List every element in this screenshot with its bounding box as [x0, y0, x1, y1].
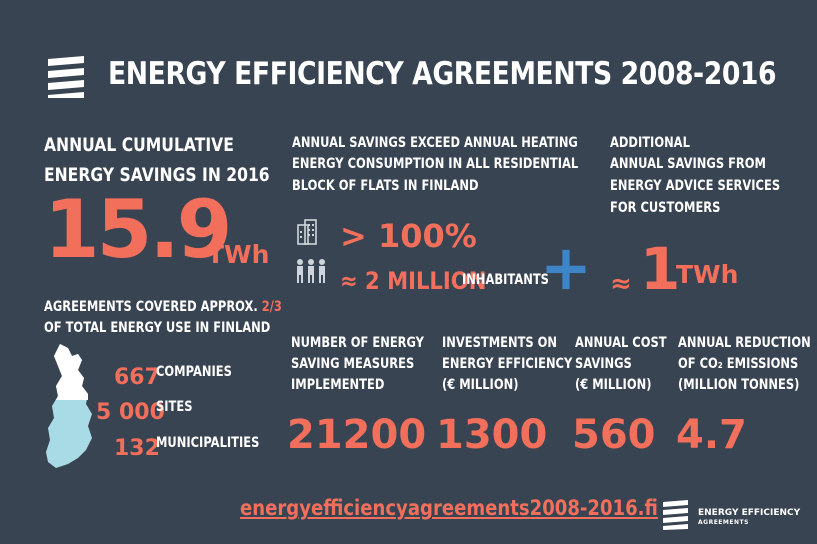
- advice-line3: ENERGY ADVICE SERVICES: [610, 178, 781, 194]
- inhabitants-label: INHABITANTS: [462, 272, 549, 288]
- advice-approx: ≈: [610, 269, 632, 299]
- coverage-fraction: 2/3: [261, 299, 282, 315]
- cumulative-label-line2: ENERGY SAVINGS IN 2016: [44, 164, 270, 186]
- sites-value: 5 000: [96, 400, 165, 425]
- website-link[interactable]: energyefficiencyagreements2008-2016.fi: [240, 496, 658, 520]
- stat-investments-label2: ENERGY EFFICIENCY: [442, 356, 573, 372]
- heating-percent: > 100%: [340, 217, 477, 255]
- advice-unit: TWh: [676, 260, 739, 289]
- companies-value: 667: [114, 365, 160, 390]
- plus-sign: +: [540, 231, 592, 304]
- cumulative-label-line1: ANNUAL CUMULATIVE: [44, 134, 234, 156]
- companies-label: COMPANIES: [156, 364, 232, 380]
- footer-logo-icon: [663, 500, 688, 530]
- stat-cost-value: 560: [572, 412, 656, 458]
- coverage-line1: AGREEMENTS COVERED APPROX. 2/3: [44, 297, 282, 317]
- building-icon: [297, 219, 317, 245]
- heating-line2: ENERGY CONSUMPTION IN ALL RESIDENTIAL: [292, 156, 579, 172]
- stat-co2-label1: ANNUAL REDUCTION: [678, 335, 811, 351]
- coverage-line1-prefix: AGREEMENTS COVERED APPROX.: [44, 299, 258, 315]
- sites-label: SITES: [156, 399, 193, 415]
- brand-logo-icon: [48, 56, 84, 98]
- stat-co2-value: 4.7: [676, 412, 747, 458]
- cumulative-value: 15.9: [44, 183, 232, 276]
- municipalities-value: 132: [114, 436, 160, 461]
- stat-investments-label1: INVESTMENTS ON: [442, 335, 558, 351]
- cumulative-unit: TWh: [207, 240, 270, 269]
- advice-line2: ANNUAL SAVINGS FROM: [610, 156, 766, 172]
- stat-investments-label3: (€ MILLION): [442, 377, 519, 393]
- stat-cost-label3: (€ MILLION): [575, 377, 652, 393]
- advice-line1: ADDITIONAL: [610, 135, 690, 151]
- advice-line4: FOR CUSTOMERS: [610, 200, 721, 216]
- stat-measures-label2: SAVING MEASURES: [291, 356, 415, 372]
- stat-co2-label3: (MILLION TONNES): [678, 377, 800, 393]
- heating-line1: ANNUAL SAVINGS EXCEED ANNUAL HEATING: [292, 135, 578, 151]
- inhabitants-value: ≈ 2 MILLION: [340, 267, 487, 295]
- advice-value: 1: [640, 235, 681, 303]
- stat-cost-label2: SAVINGS: [575, 356, 632, 372]
- finland-map-icon: [46, 344, 92, 468]
- people-icon: [297, 259, 325, 283]
- footer-logo-line1: ENERGY EFFICIENCY: [698, 508, 801, 518]
- municipalities-label: MUNICIPALITIES: [156, 435, 260, 451]
- stat-investments-value: 1300: [436, 412, 548, 458]
- coverage-line2: OF TOTAL ENERGY USE IN FINLAND: [44, 320, 271, 336]
- page-title: ENERGY EFFICIENCY AGREEMENTS 2008-2016: [108, 56, 777, 92]
- stat-cost-label1: ANNUAL COST: [575, 335, 667, 351]
- stat-measures-value: 21200: [287, 412, 427, 458]
- stat-co2-label2: OF CO₂ EMISSIONS: [678, 356, 799, 372]
- heating-line3: BLOCK OF FLATS IN FINLAND: [292, 178, 479, 194]
- stat-measures-label3: IMPLEMENTED: [291, 377, 385, 393]
- stat-measures-label1: NUMBER OF ENERGY: [291, 335, 425, 351]
- footer-logo-line2: AGREEMENTS: [698, 519, 749, 526]
